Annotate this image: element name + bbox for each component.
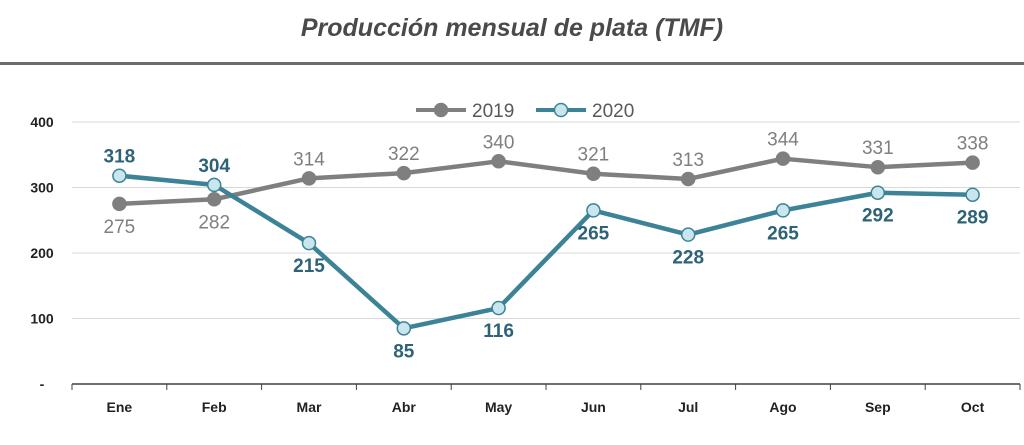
data-label-2019: 340 — [483, 132, 515, 153]
gridlines — [72, 121, 1020, 319]
data-point-2020 — [775, 203, 791, 218]
data-point-2019 — [301, 171, 317, 186]
tick-labels: - 100 200 300 400 Ene Feb Mar Abr May Jun Jul Ago Sep… — [30, 114, 984, 415]
data-point-2020 — [112, 168, 127, 183]
data-point-2019 — [775, 151, 791, 166]
legend-label-2020: 2020 — [592, 101, 634, 122]
x-tick-label: Jun — [581, 399, 606, 415]
x-tick-label: Abr — [392, 399, 417, 415]
y-tick-label: 100 — [30, 311, 54, 327]
data-label-2019: 275 — [104, 217, 136, 238]
axes — [71, 383, 1021, 390]
data-label-2020: 265 — [767, 223, 799, 244]
data-label-2020: 116 — [483, 321, 514, 342]
data-point-2019 — [586, 166, 601, 181]
legend-marker-2019 — [433, 102, 449, 118]
series-lines — [112, 151, 980, 336]
series-line-2019 — [119, 156, 973, 207]
x-tick-label: Ene — [107, 399, 133, 415]
data-point-2019 — [680, 171, 696, 187]
data-point-2020 — [586, 203, 601, 218]
chart-title: Producción mensual de plata (TMF) — [300, 14, 724, 42]
y-tick-label: 300 — [30, 180, 54, 196]
data-label-2020: 304 — [198, 156, 230, 177]
data-point-2019 — [491, 154, 506, 169]
x-tick-label: Sep — [865, 399, 891, 415]
title-divider — [0, 62, 1024, 65]
data-label-2019: 331 — [862, 138, 894, 159]
legend-marker-2020 — [553, 102, 569, 118]
data-label-2019: 338 — [957, 134, 989, 155]
data-point-2019 — [396, 165, 412, 181]
y-tick-label: 200 — [30, 245, 54, 261]
data-label-2020: 292 — [862, 206, 894, 227]
x-tick-label: Feb — [202, 399, 227, 415]
data-point-2019 — [206, 192, 222, 207]
data-point-2020 — [206, 177, 222, 193]
data-label-2020: 85 — [393, 341, 415, 362]
data-point-2020 — [680, 227, 696, 242]
data-label-2020: 265 — [578, 223, 610, 244]
data-label-2020: 228 — [672, 248, 704, 269]
series-line-2020 — [119, 173, 973, 331]
data-point-2019 — [112, 196, 127, 212]
data-label-2019: 344 — [767, 130, 799, 151]
data-label-2019: 314 — [293, 149, 325, 170]
data-label-2019: 321 — [578, 145, 610, 166]
y-tick-label: 400 — [30, 114, 54, 130]
data-label-2019: 313 — [672, 150, 704, 171]
data-point-2020 — [870, 185, 886, 200]
data-point-2020 — [965, 187, 980, 202]
x-tick-label: May — [485, 399, 512, 415]
y-tick-label: - — [40, 376, 45, 392]
data-label-2019: 322 — [388, 144, 420, 165]
data-point-2020 — [396, 321, 412, 336]
data-label-2019: 282 — [198, 212, 230, 233]
data-label-2020: 318 — [104, 147, 136, 168]
data-point-2019 — [870, 159, 886, 175]
data-label-2020: 215 — [293, 256, 325, 277]
data-point-2020 — [301, 235, 317, 251]
data-point-2020 — [491, 300, 506, 316]
data-point-2019 — [965, 155, 980, 170]
x-tick-label: Jul — [678, 399, 698, 415]
x-tick-label: Oct — [961, 399, 985, 415]
legend-label-2019: 2019 — [472, 101, 514, 122]
legend: 2019 2020 — [416, 101, 634, 122]
data-labels: 275 282 314 322 340 321 313 344 331 338 318 304 215 8… — [104, 130, 989, 363]
data-label-2020: 289 — [957, 208, 989, 229]
x-tick-label: Ago — [769, 399, 796, 415]
x-tick-label: Mar — [297, 399, 322, 415]
